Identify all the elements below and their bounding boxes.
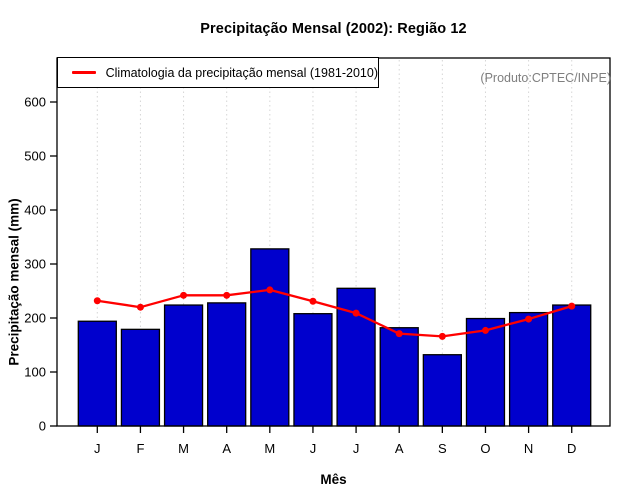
x-tick-label: J	[353, 441, 360, 456]
climatology-point	[525, 315, 533, 323]
legend-line-swatch	[72, 71, 96, 74]
bar	[77, 320, 117, 427]
climatology-point	[438, 332, 446, 340]
x-tick-label: F	[136, 441, 144, 456]
climatology-line	[96, 288, 573, 338]
y-tick-label: 600	[24, 95, 46, 110]
y-tick-label: 500	[24, 149, 46, 164]
bar	[422, 354, 462, 427]
source-annotation: (Produto:CPTEC/INPE)	[480, 71, 611, 85]
x-tick-label: M	[264, 441, 275, 456]
legend-label: Climatologia da precipitação mensal (198…	[105, 65, 378, 80]
climatology-point	[309, 297, 317, 305]
y-tick-label: 300	[24, 257, 46, 272]
y-tick-label: 200	[24, 311, 46, 326]
climatology-point	[93, 297, 101, 305]
bar	[508, 311, 549, 427]
climatology-point	[395, 330, 403, 338]
climatology-point	[481, 326, 489, 334]
bar	[552, 304, 592, 427]
x-tick-label: O	[480, 441, 490, 456]
climatology-point	[136, 303, 144, 311]
y-tick-label: 400	[24, 203, 46, 218]
x-tick-label: N	[524, 441, 533, 456]
x-tick-label: A	[395, 441, 404, 456]
bar	[207, 302, 247, 427]
bar	[250, 248, 290, 427]
bar	[163, 304, 204, 427]
climatology-point	[223, 291, 231, 299]
legend: Climatologia da precipitação mensal (198…	[57, 57, 379, 88]
x-tick-label: S	[438, 441, 447, 456]
chart-title: Precipitação Mensal (2002): Região 12	[200, 21, 467, 37]
y-axis-title: Precipitação mensal (mm)	[6, 198, 22, 366]
bar	[465, 317, 506, 427]
x-axis-title: Mês	[320, 472, 347, 487]
bar	[293, 313, 333, 427]
x-tick-label: M	[178, 441, 189, 456]
x-tick-label: A	[222, 441, 231, 456]
climatology-point	[266, 286, 274, 294]
bar	[120, 328, 161, 427]
climatology-point	[568, 302, 576, 310]
y-tick-label: 0	[39, 419, 46, 434]
bar	[379, 327, 419, 427]
climatology-point	[180, 291, 188, 299]
x-tick-label: J	[94, 441, 101, 456]
x-tick-label: J	[310, 441, 317, 456]
x-tick-label: D	[567, 441, 576, 456]
climatology-point	[352, 309, 360, 317]
y-tick-label: 100	[24, 365, 46, 380]
